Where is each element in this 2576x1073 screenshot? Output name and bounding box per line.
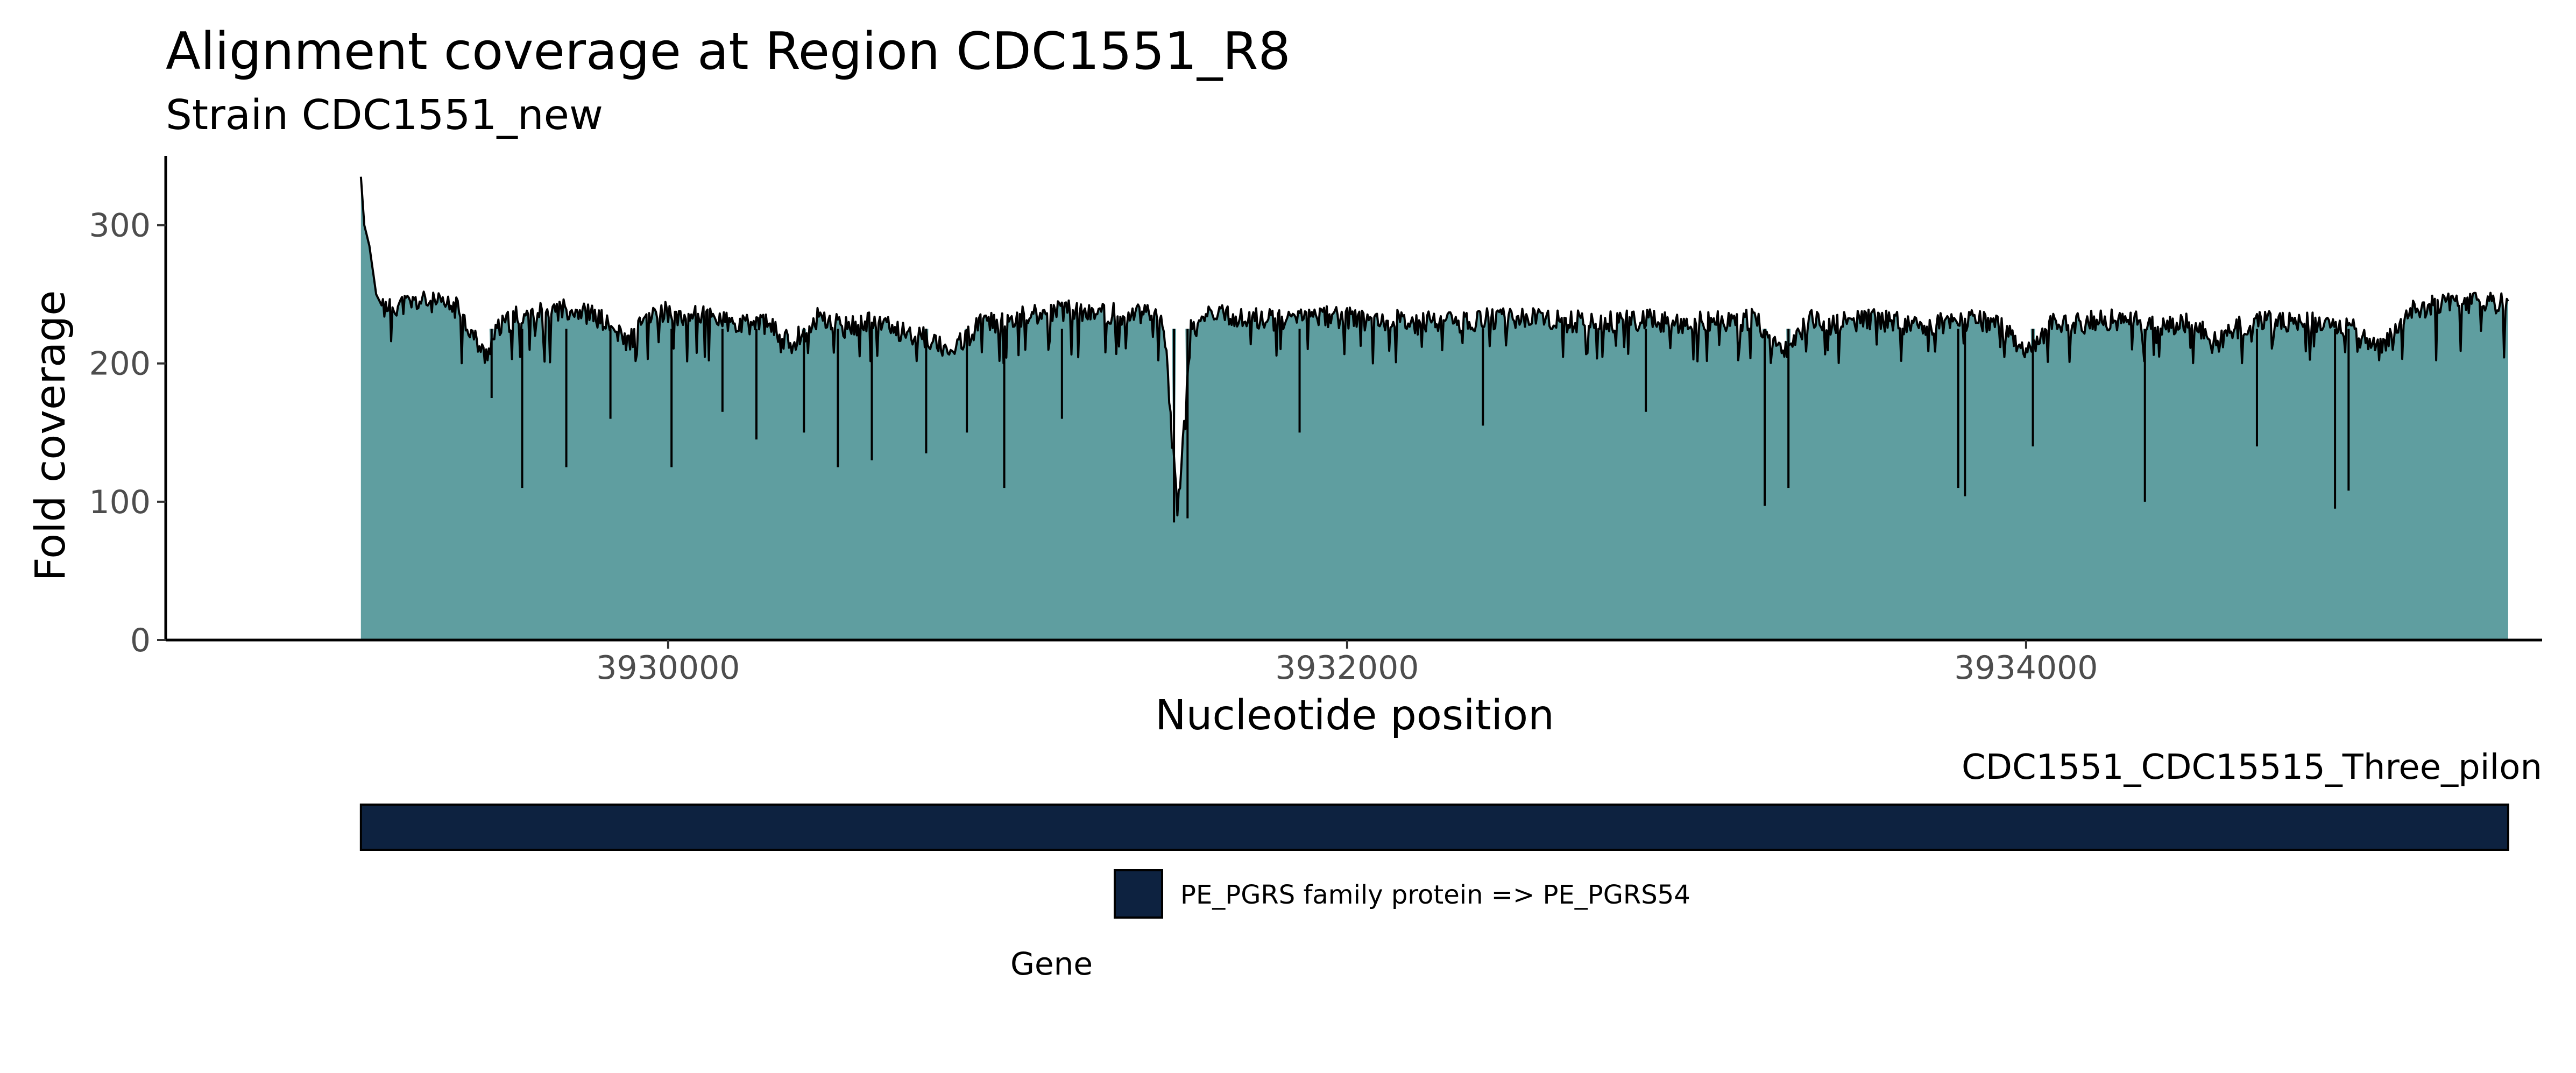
x-tick-label: 3934000	[1954, 649, 2098, 687]
y-tick-label: 200	[89, 345, 151, 383]
y-axis-ticks: 0 100 200 300	[89, 207, 166, 659]
legend-title: Gene	[1010, 946, 1093, 982]
coverage-area	[360, 176, 2508, 641]
legend-entry-label: PE_PGRS family protein => PE_PGRS54	[1180, 880, 1690, 910]
chart-title: Alignment coverage at Region CDC1551_R8	[166, 22, 1291, 81]
annotation-track	[359, 804, 2509, 851]
coverage-line	[359, 176, 2509, 517]
annotation-track-label: CDC1551_CDC15515_Three_pilon	[1962, 748, 2542, 787]
y-tick-label: 100	[89, 484, 151, 521]
x-tick-label: 3932000	[1275, 649, 1419, 687]
y-axis-title: Fold coverage	[27, 290, 75, 581]
legend: PE_PGRS family protein => PE_PGRS54 Gene	[1010, 869, 1690, 982]
gene-feature-bar	[359, 804, 2509, 851]
coverage-dips	[489, 329, 2351, 523]
x-axis-title: Nucleotide position	[1155, 692, 1554, 740]
x-axis-ticks: 3930000 3932000 3934000	[596, 640, 2098, 687]
legend-swatch	[1114, 869, 1163, 919]
x-tick-label: 3930000	[596, 649, 740, 687]
plot-area	[359, 176, 2509, 641]
y-tick-label: 300	[89, 207, 151, 245]
y-tick-label: 0	[130, 622, 151, 659]
chart-subtitle: Strain CDC1551_new	[166, 91, 603, 139]
